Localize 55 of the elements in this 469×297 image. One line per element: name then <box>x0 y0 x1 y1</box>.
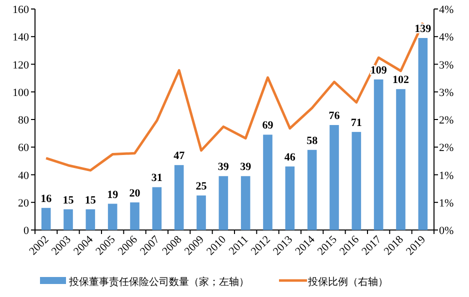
data-label: 69 <box>262 120 274 132</box>
y2-tick-label: 1% <box>439 170 454 182</box>
bar <box>196 195 206 230</box>
y-tick-label: 160 <box>12 4 30 16</box>
y-tick-label: 140 <box>12 32 30 44</box>
y2-tick-label: 3% <box>439 59 454 72</box>
y2-tick-label: 2% <box>439 142 454 154</box>
data-label: 76 <box>328 110 340 122</box>
y2-tick-label: 2% <box>439 114 454 126</box>
bar <box>330 125 339 230</box>
y-tick-label: 120 <box>12 59 30 72</box>
y-tick-label: 0 <box>24 225 30 237</box>
data-label: 46 <box>284 151 296 164</box>
bar <box>64 209 73 230</box>
bar <box>108 204 118 230</box>
bar <box>41 208 51 230</box>
bar <box>374 79 384 230</box>
y-tick-label: 100 <box>12 86 30 99</box>
y-tick-label: 20 <box>18 197 30 210</box>
y2-tick-label: 1% <box>439 197 454 210</box>
bar <box>240 176 250 230</box>
bar <box>174 165 184 230</box>
data-label: 19 <box>107 188 119 201</box>
data-label: 31 <box>151 172 162 184</box>
data-label: 39 <box>218 161 230 174</box>
y2-tick-label: 4% <box>439 4 454 16</box>
data-label: 15 <box>84 194 96 206</box>
bar <box>418 38 428 230</box>
legend-label: 投保比例（右轴） <box>307 276 388 288</box>
y2-tick-label: 4% <box>439 32 454 44</box>
data-label: 16 <box>40 192 52 205</box>
bar <box>396 89 406 230</box>
bar <box>263 134 272 230</box>
bar <box>152 187 162 230</box>
y-tick-label: 60 <box>18 142 30 154</box>
y2-tick-label: 0% <box>439 225 454 237</box>
bar <box>86 209 96 230</box>
data-label: 15 <box>62 194 74 206</box>
data-label: 39 <box>240 161 252 174</box>
bar <box>285 166 295 230</box>
data-label: 102 <box>392 74 410 86</box>
bar <box>130 202 140 230</box>
y-tick-label: 40 <box>18 170 30 182</box>
legend-label: 投保董事责任保险公司数量（家；左轴） <box>68 276 249 288</box>
data-label: 25 <box>196 180 208 192</box>
x-tick-label: 2011 <box>226 234 251 258</box>
y2-tick-label: 3% <box>439 86 454 99</box>
bar <box>352 132 362 230</box>
data-label: 58 <box>306 134 318 147</box>
y-tick-label: 80 <box>18 114 30 126</box>
data-label: 47 <box>174 150 186 162</box>
data-label: 71 <box>350 116 362 129</box>
bar <box>218 176 228 230</box>
bar <box>307 150 317 230</box>
data-label: 20 <box>129 187 141 200</box>
